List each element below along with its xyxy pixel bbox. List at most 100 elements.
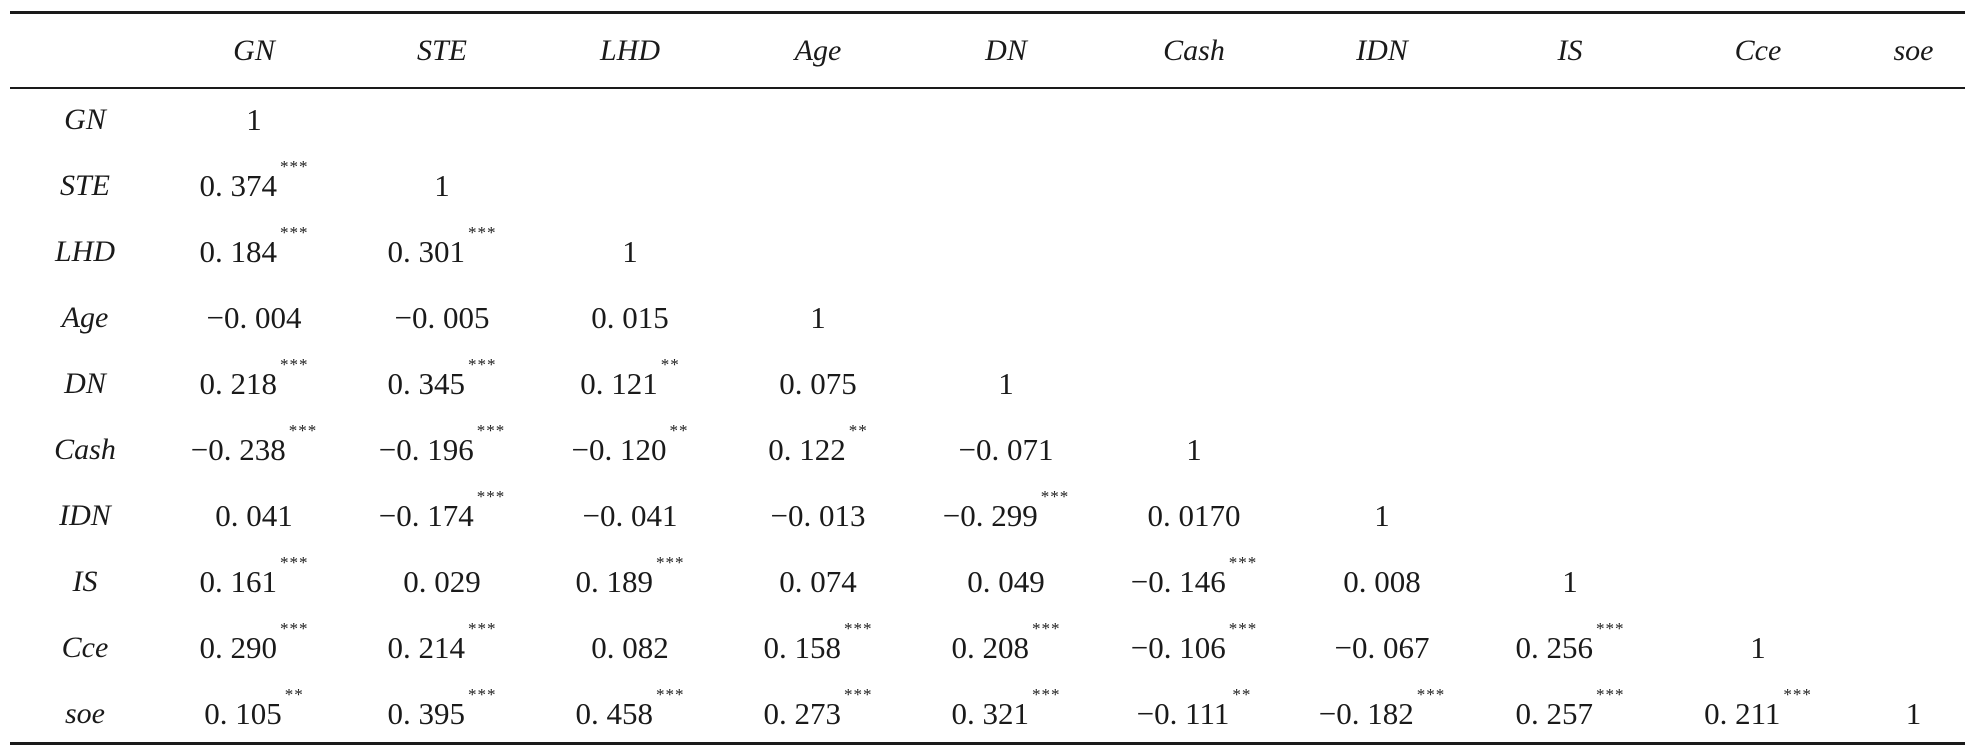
table-cell: −0. 041 <box>536 483 724 549</box>
coefficient-value: 0. 321 <box>951 696 1030 731</box>
coefficient-value: 1 <box>622 234 638 269</box>
column-header-idn: IDN <box>1356 33 1408 67</box>
table-cell <box>1288 219 1476 285</box>
table-cell: 0. 218*** <box>160 351 348 417</box>
row-label: Age <box>61 301 109 334</box>
coefficient-value: 0. 290 <box>199 630 278 665</box>
significance-marker: *** <box>280 618 309 638</box>
coefficient-value: −0. 067 <box>1334 630 1430 665</box>
table-cell <box>1476 87 1664 153</box>
coefficient-value: 0. 122 <box>768 432 846 467</box>
coefficient-value: 0. 374 <box>199 168 278 203</box>
table-cell: −0. 013 <box>724 483 912 549</box>
table-cell <box>1476 285 1664 351</box>
table-cell: 0. 122** <box>724 417 912 483</box>
coefficient-value: 0. 121 <box>580 366 658 401</box>
significance-marker: *** <box>844 684 873 704</box>
table-cell: −0. 174*** <box>348 483 536 549</box>
table-cell <box>1852 483 1965 549</box>
row-label: IS <box>72 565 98 598</box>
table-cell <box>1852 219 1965 285</box>
table-cell: 0. 015 <box>536 285 724 351</box>
table-cell <box>1852 87 1965 153</box>
significance-marker: *** <box>1228 552 1258 572</box>
table-cell: 0. 184*** <box>160 219 348 285</box>
table-row: DN 0. 218*** 0. 345*** 0. 121** 0. 075 1 <box>10 351 1965 417</box>
table-cell: 0. 458*** <box>536 681 724 747</box>
coefficient-value: 1 <box>1374 498 1390 533</box>
table-cell: 1 <box>1288 483 1476 549</box>
coefficient-value: 0. 082 <box>591 630 669 665</box>
row-label: soe <box>65 697 105 730</box>
significance-marker: *** <box>280 354 309 374</box>
table-row: STE 0. 374*** 1 <box>10 153 1965 219</box>
table-row: Cce 0. 290*** 0. 214*** 0. 082 0. 158*** 0. 2… <box>10 615 1965 681</box>
row-label: DN <box>64 367 106 400</box>
coefficient-value: −0. 146 <box>1130 564 1226 599</box>
column-header-dn: DN <box>985 33 1027 67</box>
table-row: soe 0. 105** 0. 395*** 0. 458*** 0. 273*** 0.… <box>10 681 1965 747</box>
table-cell <box>1664 285 1852 351</box>
table-cell: −0. 005 <box>348 285 536 351</box>
coefficient-value: 1 <box>246 102 262 137</box>
table-cell <box>1664 351 1852 417</box>
significance-marker: *** <box>1228 618 1258 638</box>
table-cell: 1 <box>536 219 724 285</box>
row-label: IDN <box>59 499 111 532</box>
column-header-soe: soe <box>1893 33 1934 67</box>
table-cell: 1 <box>1664 615 1852 681</box>
coefficient-value: 1 <box>434 168 450 203</box>
row-label: Cce <box>61 631 109 664</box>
table-cell <box>1852 285 1965 351</box>
table-cell: −0. 238*** <box>160 417 348 483</box>
table-cell <box>1476 351 1664 417</box>
table-cell <box>1664 153 1852 219</box>
table-cell <box>1476 219 1664 285</box>
table-cell: −0. 111** <box>1100 681 1288 747</box>
table-cell <box>724 219 912 285</box>
table-cell: 0. 074 <box>724 549 912 615</box>
table-cell: 0. 049 <box>912 549 1100 615</box>
table-cell: 0. 105** <box>160 681 348 747</box>
coefficient-value: 0. 257 <box>1515 696 1594 731</box>
column-header-cce: Cce <box>1734 33 1782 67</box>
table-cell <box>724 153 912 219</box>
table-row: GN 1 <box>10 87 1965 153</box>
table-cell <box>536 153 724 219</box>
table-cell <box>1476 417 1664 483</box>
significance-marker: *** <box>1596 684 1625 704</box>
significance-marker: *** <box>1040 486 1070 506</box>
coefficient-value: 0. 105 <box>204 696 282 731</box>
coefficient-value: 0. 208 <box>951 630 1030 665</box>
coefficient-value: −0. 182 <box>1318 696 1414 731</box>
table-cell: −0. 299*** <box>912 483 1100 549</box>
significance-marker: *** <box>1416 684 1446 704</box>
coefficient-value: 0. 395 <box>387 696 466 731</box>
coefficient-value: −0. 041 <box>582 498 678 533</box>
coefficient-value: 0. 0170 <box>1147 498 1241 533</box>
table-cell: 0. 008 <box>1288 549 1476 615</box>
significance-marker: *** <box>280 552 309 572</box>
table-cell: 0. 029 <box>348 549 536 615</box>
table-cell: 0. 301*** <box>348 219 536 285</box>
table-cell: 1 <box>160 87 348 153</box>
coefficient-value: 0. 345 <box>387 366 466 401</box>
coefficient-value: −0. 111 <box>1136 696 1230 731</box>
coefficient-value: 0. 161 <box>199 564 278 599</box>
table-cell <box>912 153 1100 219</box>
table-cell <box>1100 351 1288 417</box>
coefficient-value: 1 <box>1186 432 1202 467</box>
coefficient-value: −0. 106 <box>1130 630 1226 665</box>
coefficient-value: −0. 238 <box>190 432 286 467</box>
table-cell <box>1664 549 1852 615</box>
coefficient-value: 0. 075 <box>779 366 857 401</box>
row-label: Cash <box>54 433 116 466</box>
coefficient-value: 0. 301 <box>387 234 466 269</box>
significance-marker: ** <box>660 354 680 374</box>
table-cell: −0. 182*** <box>1288 681 1476 747</box>
significance-marker: *** <box>468 222 497 242</box>
coefficient-value: 0. 008 <box>1343 564 1421 599</box>
column-header-cash: Cash <box>1163 33 1225 67</box>
table-cell: 0. 290*** <box>160 615 348 681</box>
significance-marker: *** <box>476 420 506 440</box>
